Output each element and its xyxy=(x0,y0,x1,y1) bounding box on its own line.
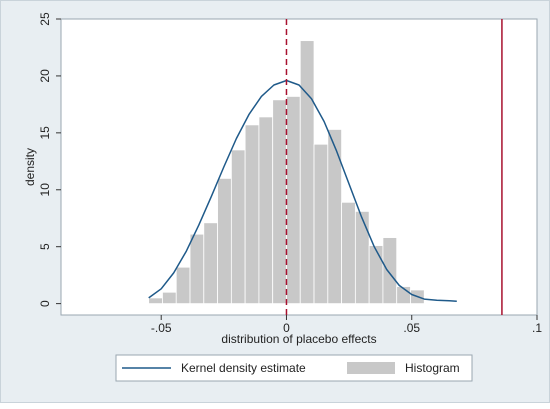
histogram-bar xyxy=(382,237,398,305)
histogram-bar xyxy=(175,266,191,305)
y-tick-label: 20 xyxy=(38,69,52,83)
histogram-bar xyxy=(189,233,205,305)
legend-box xyxy=(115,354,473,382)
histogram-bar xyxy=(148,297,163,305)
y-tick-label: 25 xyxy=(38,12,52,26)
y-tick-label: 5 xyxy=(38,243,52,250)
histogram-layer xyxy=(148,40,425,305)
y-axis-label: density xyxy=(23,148,37,186)
histogram-bar xyxy=(327,129,342,305)
x-tick-label: -.05 xyxy=(151,321,172,335)
histogram-bar xyxy=(217,177,232,305)
kde-line xyxy=(148,79,457,303)
axes: 0 5 10 15 20 25 -.05 0 .05 .1 xyxy=(38,12,542,335)
x-tick-label: .05 xyxy=(403,321,420,335)
histogram-bar xyxy=(258,116,274,305)
reference-lines xyxy=(285,19,503,315)
histogram-bar xyxy=(244,124,260,305)
y-tick-label: 10 xyxy=(38,183,52,197)
histogram-bar xyxy=(286,96,301,305)
x-axis-label: distribution of placebo effects xyxy=(221,332,376,346)
histogram-bar xyxy=(313,143,329,305)
histogram-bar xyxy=(368,245,384,305)
histogram-bar xyxy=(162,291,177,305)
y-tick-label: 15 xyxy=(38,126,52,140)
histogram-bar xyxy=(230,149,246,305)
x-tick-label: 0 xyxy=(283,321,290,335)
legend-kde-label: Kernel density estimate xyxy=(181,361,306,375)
histogram-bar xyxy=(203,222,218,305)
y-tick-label: 0 xyxy=(38,300,52,307)
legend-hist-label: Histogram xyxy=(405,361,460,375)
kde-layer xyxy=(148,79,457,303)
histogram-bar xyxy=(341,201,356,305)
histogram-bar xyxy=(354,210,370,305)
legend: Kernel density estimate Histogram xyxy=(115,354,473,382)
histogram-bar xyxy=(272,99,287,305)
x-tick-label: .1 xyxy=(532,321,542,335)
histogram-bar xyxy=(299,40,315,305)
legend-hist-swatch xyxy=(347,362,395,374)
